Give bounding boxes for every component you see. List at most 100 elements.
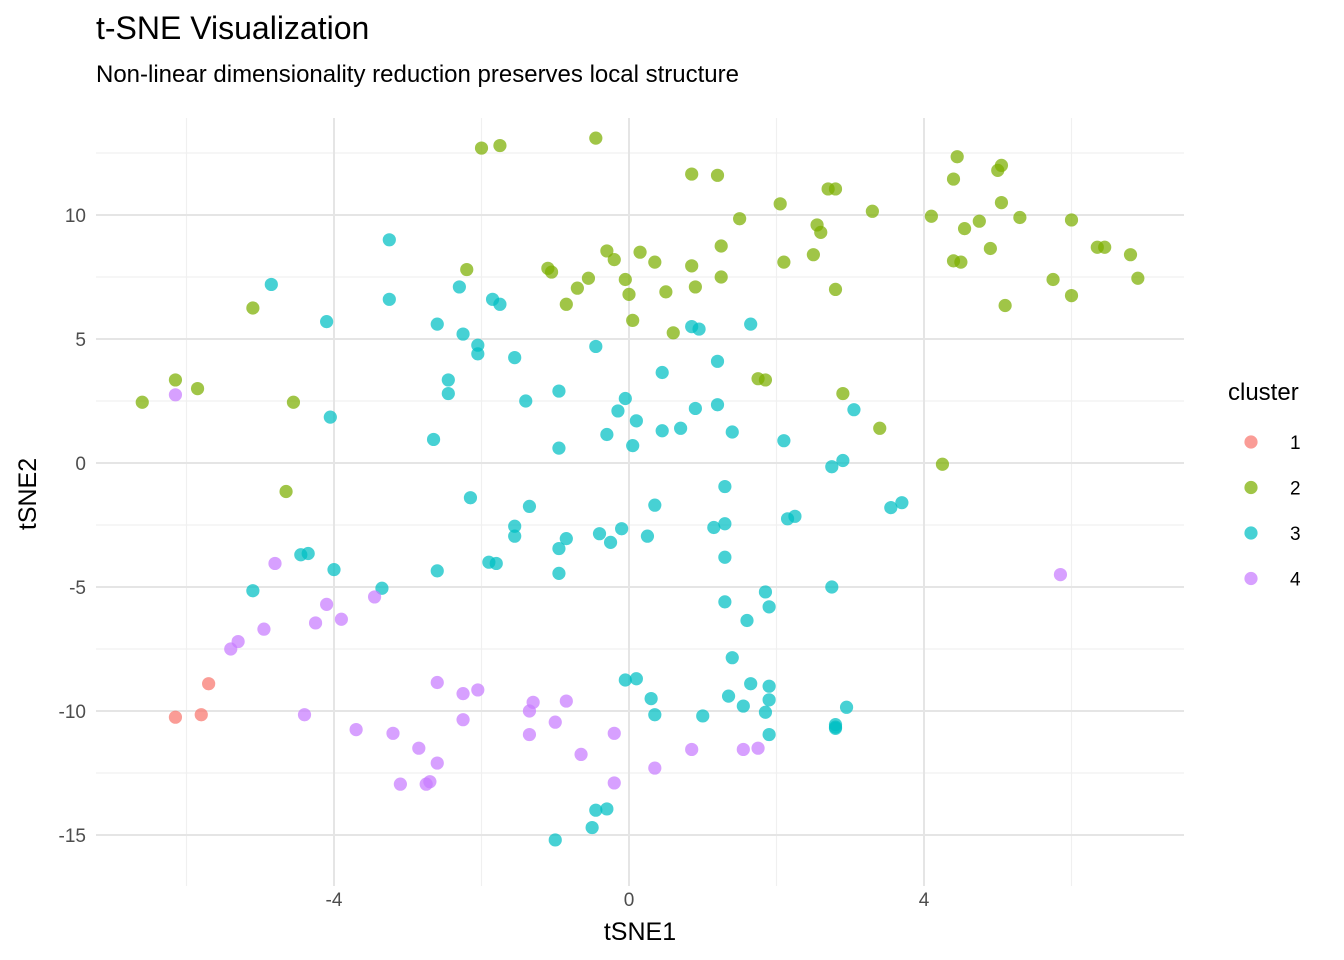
data-point-cluster-3: [452, 280, 466, 294]
data-point-cluster-3: [707, 520, 721, 535]
x-axis-ticks: -4 0 4: [326, 890, 930, 911]
data-point-cluster-2: [581, 271, 596, 285]
data-point-cluster-4: [393, 777, 407, 791]
legend-label-1: 1: [1290, 433, 1301, 454]
data-point-cluster-3: [825, 580, 839, 594]
data-point-cluster-3: [825, 460, 839, 474]
data-point-cluster-2: [714, 239, 728, 253]
data-point-cluster-4: [574, 747, 588, 762]
data-point-cluster-2: [246, 301, 260, 315]
data-point-cluster-3: [839, 700, 854, 714]
data-point-cluster-3: [320, 315, 334, 329]
data-point-cluster-4: [648, 761, 662, 775]
data-point-cluster-3: [589, 803, 603, 817]
data-point-cluster-3: [508, 519, 522, 533]
data-point-cluster-3: [655, 365, 669, 380]
data-point-cluster-3: [552, 384, 566, 398]
data-point-cluster-2: [865, 204, 879, 218]
data-point-cluster-4: [471, 683, 485, 697]
data-point-cluster-3: [762, 600, 776, 614]
data-point-cluster-3: [603, 535, 618, 549]
data-point-cluster-2: [972, 214, 986, 228]
chart-subtitle: Non-linear dimensionality reduction pres…: [96, 61, 739, 88]
data-point-cluster-4: [751, 741, 765, 755]
data-point-cluster-2: [279, 484, 293, 499]
data-point-cluster-4: [607, 776, 621, 790]
data-point-cluster-3: [828, 721, 843, 735]
data-point-cluster-2: [1013, 210, 1027, 225]
data-point-cluster-2: [1131, 271, 1145, 285]
data-point-cluster-2: [814, 225, 828, 239]
grid: [96, 118, 1184, 886]
data-point-cluster-3: [718, 479, 732, 494]
data-point-cluster-3: [552, 566, 566, 580]
data-point-cluster-4: [168, 388, 183, 402]
data-point-cluster-3: [777, 434, 791, 448]
data-point-cluster-2: [286, 395, 301, 409]
data-point-cluster-2: [559, 297, 573, 311]
data-point-cluster-2: [873, 421, 887, 435]
data-point-cluster-4: [430, 756, 444, 770]
data-point-cluster-3: [648, 498, 662, 512]
data-point-cluster-2: [1064, 289, 1079, 303]
y-axis-ticks: -15 -10 -5 0 5 10: [59, 206, 86, 847]
data-point-cluster-3: [744, 317, 758, 331]
x-axis-title: tSNE1: [604, 918, 676, 946]
data-point-cluster-2: [190, 382, 205, 396]
data-point-cluster-4: [268, 556, 282, 571]
data-point-cluster-3: [323, 410, 337, 424]
data-point-cluster-4: [430, 675, 444, 690]
data-point-cluster-3: [618, 391, 632, 406]
data-point-cluster-2: [622, 287, 636, 301]
data-point-cluster-3: [559, 532, 573, 546]
x-tick-label: 0: [624, 890, 635, 911]
data-point-cluster-4: [386, 726, 400, 740]
data-point-cluster-2: [626, 313, 640, 327]
data-point-cluster-1: [168, 710, 183, 724]
data-point-cluster-1: [194, 708, 208, 722]
data-point-cluster-2: [685, 259, 699, 273]
data-point-cluster-2: [710, 168, 725, 182]
data-point-cluster-4: [736, 742, 750, 757]
data-point-cluster-3: [589, 339, 603, 354]
y-axis-title: tSNE2: [14, 458, 42, 530]
data-point-cluster-3: [382, 233, 396, 247]
data-point-cluster-3: [552, 441, 566, 455]
data-point-cluster-2: [935, 457, 950, 471]
data-point-cluster-3: [375, 581, 389, 595]
legend-label-4: 4: [1290, 570, 1301, 591]
data-point-cluster-3: [847, 403, 861, 417]
data-point-cluster-2: [994, 158, 1009, 172]
chart-title: t-SNE Visualization: [96, 10, 369, 46]
data-point-cluster-3: [725, 651, 739, 665]
legend: cluster 1 2 3 4: [1228, 379, 1301, 591]
data-point-cluster-3: [836, 453, 850, 468]
y-tick-label: -10: [59, 702, 86, 723]
data-points: [135, 131, 1145, 847]
data-point-cluster-4: [559, 694, 573, 708]
data-point-cluster-2: [633, 245, 647, 259]
data-point-cluster-4: [367, 590, 382, 604]
data-point-cluster-2: [946, 172, 961, 186]
data-point-cluster-2: [733, 212, 747, 226]
data-point-cluster-3: [508, 529, 522, 543]
data-point-cluster-2: [618, 272, 632, 287]
data-point-cluster-3: [788, 509, 802, 523]
data-point-cluster-3: [895, 496, 909, 510]
data-point-cluster-2: [994, 196, 1009, 210]
data-point-cluster-3: [441, 373, 455, 387]
data-point-cluster-1: [202, 677, 216, 691]
data-point-cluster-3: [721, 689, 736, 703]
data-point-cluster-4: [456, 687, 470, 701]
data-point-cluster-3: [585, 820, 599, 835]
data-point-cluster-4: [231, 634, 245, 649]
y-tick-label: 0: [75, 454, 86, 475]
data-point-cluster-3: [740, 613, 754, 628]
y-tick-label: 10: [65, 206, 86, 227]
data-point-cluster-3: [552, 541, 566, 556]
data-point-cluster-3: [710, 354, 725, 368]
data-point-cluster-4: [607, 726, 621, 740]
data-point-cluster-3: [692, 322, 706, 336]
data-point-cluster-3: [456, 327, 470, 341]
data-point-cluster-3: [626, 439, 640, 453]
